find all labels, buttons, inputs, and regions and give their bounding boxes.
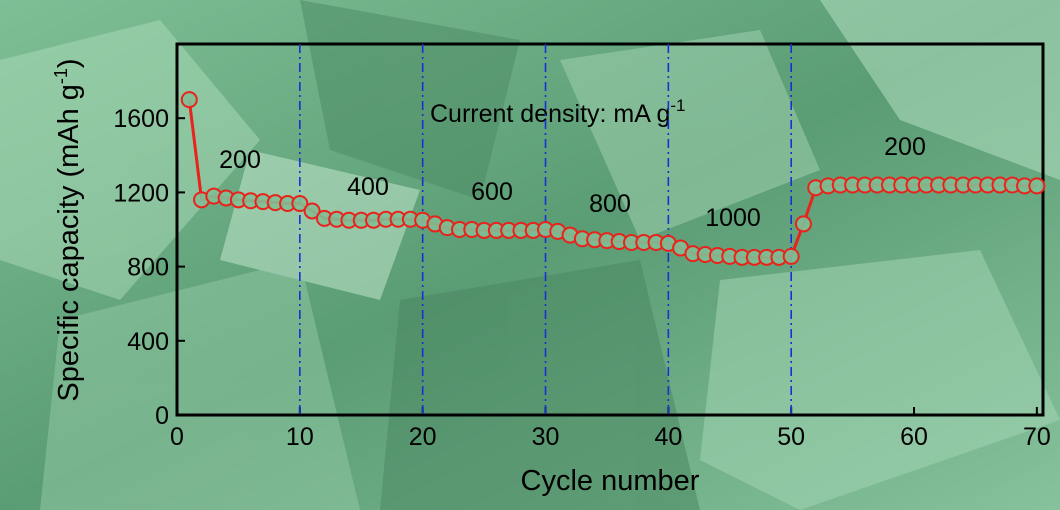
y-tick-label: 1200 [113,179,169,207]
x-tick-label: 30 [532,423,560,451]
note-main: Current density: mA g [430,100,670,128]
y-tick-label: 400 [127,328,169,356]
rate-label: 600 [471,178,513,206]
data-point [796,216,811,231]
x-tick-label: 10 [286,423,314,451]
data-point [182,92,197,107]
y-title-end: ) [53,58,85,68]
y-tick-label: 0 [155,402,169,430]
chart: Cycle number Specific capacity (mAh g-1)… [0,0,1060,510]
rate-label: 1000 [705,204,761,232]
rate-label: 200 [884,133,926,161]
x-tick-label: 0 [170,423,184,451]
x-tick-label: 60 [900,423,928,451]
data-point [784,249,799,264]
current-density-note: Current density: mA g-1 [430,96,686,128]
x-tick-label: 40 [654,423,682,451]
y-tick-label: 1600 [113,105,169,133]
data-point [1029,178,1044,193]
y-title-sup: -1 [51,68,71,84]
x-tick-label: 20 [409,423,437,451]
x-tick-label: 70 [1023,423,1051,451]
y-tick-label: 800 [127,254,169,282]
y-title-main: Specific capacity (mAh g [53,84,85,402]
rate-label: 400 [347,173,389,201]
y-axis-title: Specific capacity (mAh g-1) [51,58,85,401]
note-sup: -1 [670,96,685,115]
x-tick-label: 50 [777,423,805,451]
rate-label: 200 [219,146,261,174]
x-axis-title: Cycle number [521,465,700,497]
rate-label: 800 [589,190,631,218]
